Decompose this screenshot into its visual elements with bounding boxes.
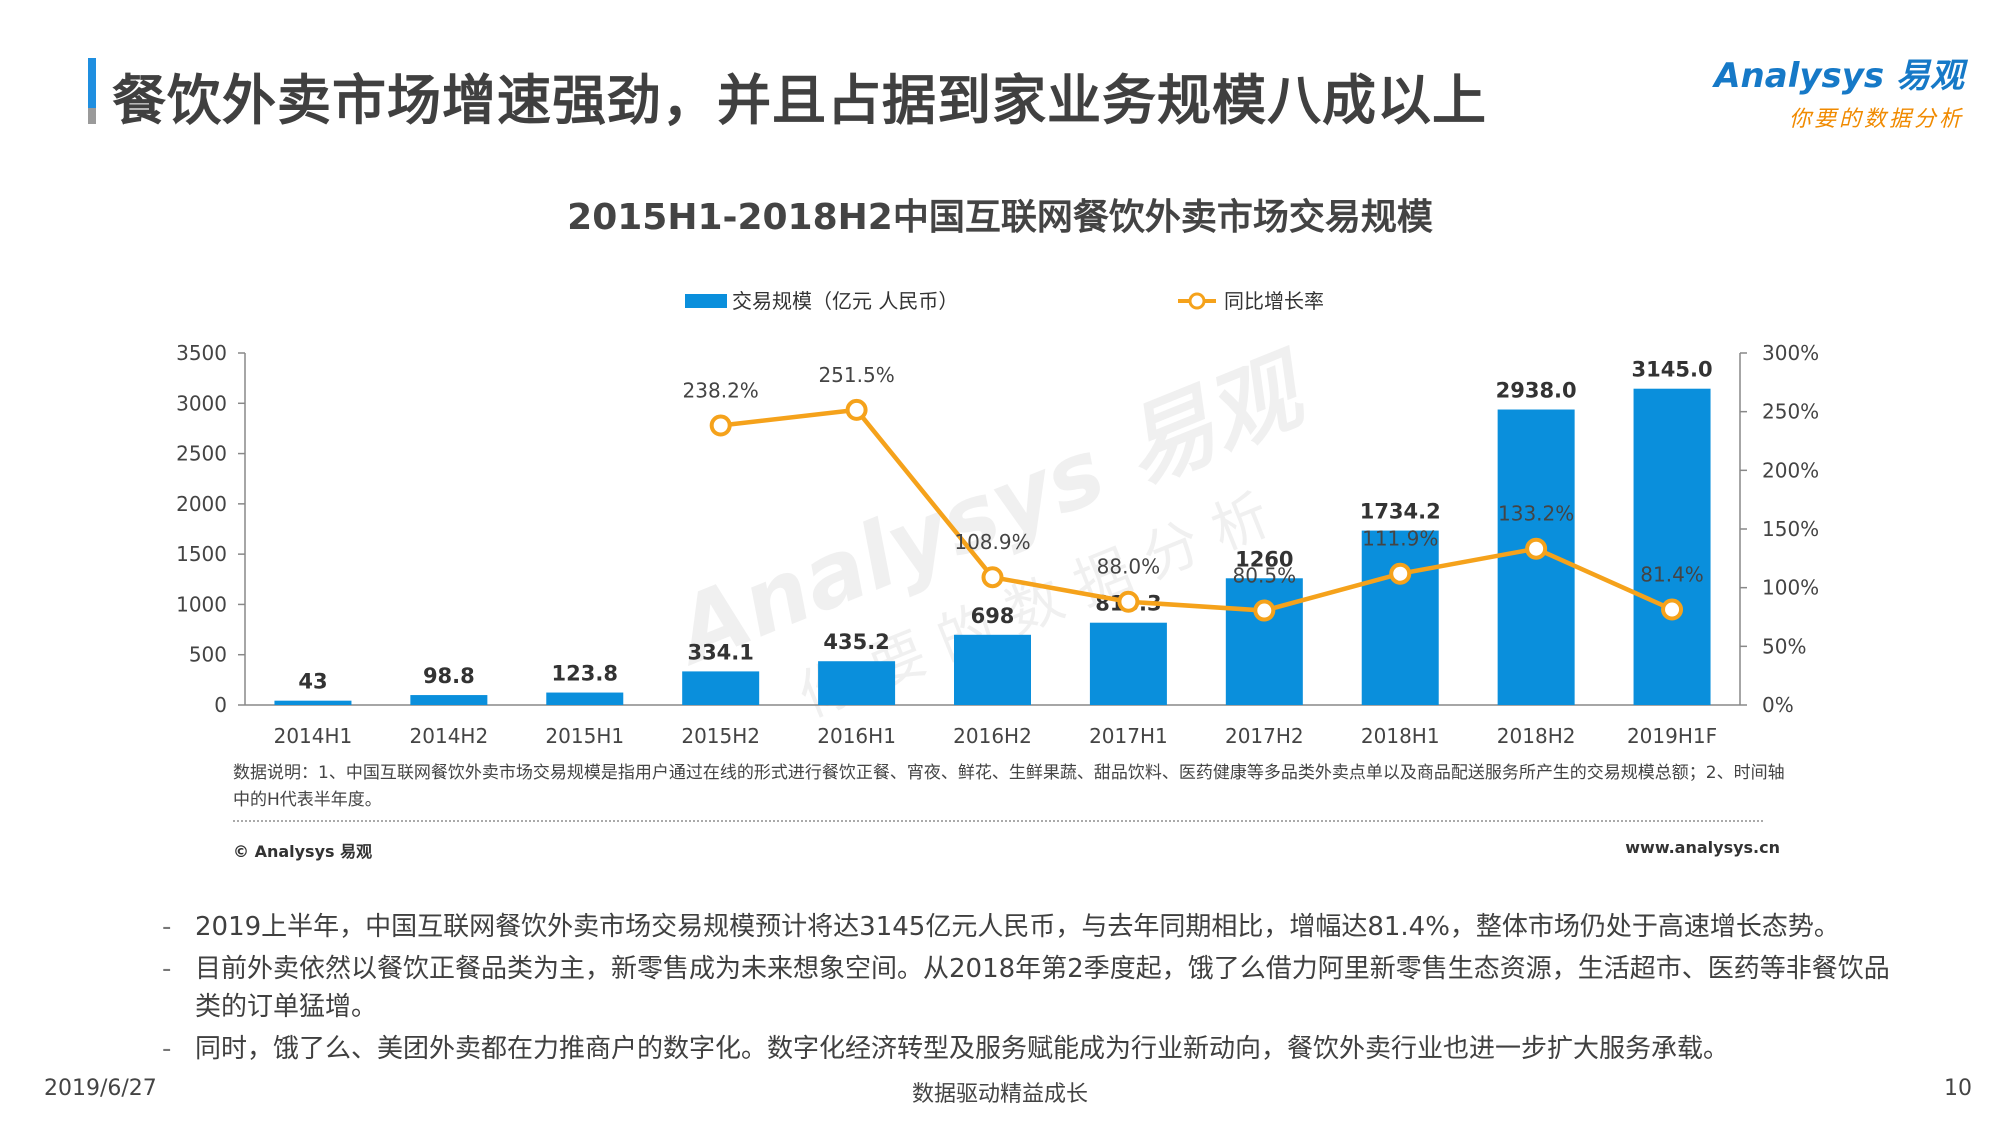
bar	[1225, 578, 1303, 705]
bullet-item: - 目前外卖依然以餐饮正餐品类为主，新零售成为未来想象空间。从2018年第2季度起…	[162, 950, 1902, 1026]
bullet-text: 2019上半年，中国互联网餐饮外卖市场交易规模预计将达3145亿元人民币，与去年…	[195, 912, 1840, 942]
note-divider	[233, 820, 1763, 822]
x-tick-label: 2015H1	[545, 724, 624, 748]
y-left-tick-label: 2000	[176, 492, 227, 516]
growth-data-label: 111.9%	[1362, 527, 1438, 551]
copyright: © Analysys 易观	[233, 842, 373, 861]
logo-main-text: Analysys 易观	[1714, 56, 1964, 96]
bar-data-label: 43	[298, 670, 327, 694]
x-tick-label: 2016H1	[817, 724, 896, 748]
bullet-text: 目前外卖依然以餐饮正餐品类为主，新零售成为未来想象空间。从2018年第2季度起，…	[195, 954, 1890, 1022]
bar	[274, 700, 352, 705]
bar-data-label: 435.2	[823, 630, 889, 654]
bullet-item: -2019上半年，中国互联网餐饮外卖市场交易规模预计将达3145亿元人民币，与去…	[162, 908, 1902, 946]
growth-marker	[1661, 598, 1684, 621]
growth-marker	[845, 398, 868, 421]
legend-swatch-bar	[685, 294, 727, 308]
bar-data-label: 1260	[1235, 547, 1293, 571]
bar	[818, 661, 896, 705]
y-left-tick-label: 3500	[176, 341, 227, 365]
growth-marker	[1525, 537, 1548, 560]
y-left-tick-label: 1500	[176, 542, 227, 566]
bullet-item: - 同时，饿了么、美团外卖都在力推商户的数字化。数字化经济转型及服务赋能成为行业新…	[162, 1030, 1902, 1068]
analysys-logo: Analysys 易观 你要的数据分析	[1704, 48, 1964, 133]
growth-marker	[709, 414, 732, 437]
growth-marker	[981, 566, 1004, 589]
x-tick-label: 2019H1F	[1627, 724, 1717, 748]
bar-data-label: 334.1	[687, 640, 753, 664]
growth-data-label: 88.0%	[1097, 555, 1161, 579]
growth-data-label: 81.4%	[1640, 562, 1704, 586]
bar	[1361, 530, 1439, 705]
legend-marker-line	[1188, 292, 1206, 310]
growth-marker	[1253, 599, 1276, 622]
legend-label-line: 同比增长率	[1224, 289, 1324, 313]
bar-data-label: 2938.0	[1496, 379, 1577, 403]
x-tick-label: 2014H2	[410, 724, 489, 748]
bullet-marker: -	[162, 954, 172, 984]
growth-data-label: 133.2%	[1498, 502, 1574, 526]
bar-data-label: 698	[971, 604, 1015, 628]
y-left-tick-label: 500	[189, 643, 227, 667]
bar	[546, 692, 624, 705]
website-url: www.analysys.cn	[1625, 838, 1780, 857]
growth-data-label: 238.2%	[683, 379, 759, 403]
y-right-tick-label: 100%	[1762, 576, 1819, 600]
bar-data-label: 98.8	[423, 664, 475, 688]
x-tick-label: 2017H1	[1089, 724, 1168, 748]
bullet-marker: -	[162, 912, 172, 942]
bar-data-label: 3145.0	[1632, 358, 1713, 382]
bar	[410, 695, 488, 705]
y-left-tick-label: 1000	[176, 592, 227, 616]
title-accent-bar-lower	[88, 108, 96, 124]
title-accent-bar	[88, 58, 96, 124]
y-left-tick-label: 2500	[176, 442, 227, 466]
y-right-tick-label: 50%	[1762, 634, 1806, 658]
bar	[1089, 622, 1167, 705]
y-right-tick-label: 200%	[1762, 458, 1819, 482]
legend-label-bar: 交易规模（亿元 人民币）	[732, 289, 958, 313]
x-tick-label: 2018H1	[1361, 724, 1440, 748]
growth-marker	[1117, 590, 1140, 613]
bullet-list: -2019上半年，中国互联网餐饮外卖市场交易规模预计将达3145亿元人民币，与去…	[162, 908, 1902, 1072]
growth-data-label: 251.5%	[818, 363, 894, 387]
y-left-tick-label: 0	[214, 693, 227, 717]
data-note: 数据说明：1、中国互联网餐饮外卖市场交易规模是指用户通过在线的形式进行餐饮正餐、…	[233, 763, 1785, 810]
page-number: 10	[1944, 1076, 1972, 1101]
slide-title: 餐饮外卖市场增速强劲，并且占据到家业务规模八成以上	[112, 69, 1487, 132]
logo-sub-text: 你要的数据分析	[1788, 107, 1964, 132]
growth-data-label: 80.5%	[1233, 564, 1297, 588]
growth-data-label: 108.9%	[954, 530, 1030, 554]
y-right-tick-label: 0%	[1762, 693, 1794, 717]
x-tick-label: 2014H1	[274, 724, 353, 748]
x-tick-label: 2016H2	[953, 724, 1032, 748]
x-tick-label: 2018H2	[1497, 724, 1576, 748]
bar	[1633, 388, 1711, 705]
x-tick-label: 2017H2	[1225, 724, 1304, 748]
y-right-tick-label: 300%	[1762, 341, 1819, 365]
growth-line	[720, 407, 1673, 613]
bar	[682, 671, 760, 705]
chart-title: 2015H1-2018H2中国互联网餐饮外卖市场交易规模	[567, 197, 1433, 238]
bar-data-label: 1734.2	[1360, 500, 1441, 524]
y-left-tick-label: 3000	[176, 391, 227, 415]
footer-date: 2019/6/27	[44, 1076, 157, 1101]
x-tick-label: 2015H2	[681, 724, 760, 748]
bullet-marker: -	[162, 1034, 172, 1064]
y-right-tick-label: 250%	[1762, 400, 1819, 424]
bar-data-label: 123.8	[552, 662, 618, 686]
bar	[954, 634, 1031, 705]
y-right-tick-label: 150%	[1762, 517, 1819, 541]
footer-slogan: 数据驱动精益成长	[911, 1082, 1088, 1107]
bullet-text: 同时，饿了么、美团外卖都在力推商户的数字化。数字化经济转型及服务赋能成为行业新动…	[195, 1034, 1730, 1064]
growth-marker	[1389, 562, 1412, 585]
